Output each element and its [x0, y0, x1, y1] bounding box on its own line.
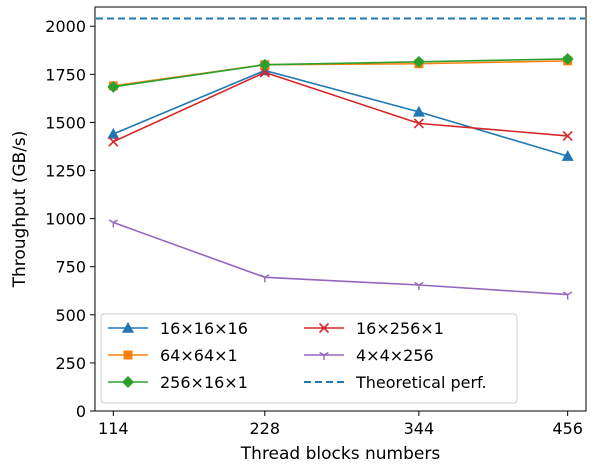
series-3-point-3-b: [562, 291, 569, 296]
series-3-point-3-c: [567, 291, 573, 296]
ticks-layer: 114 228 344 456 0 250 500 750 1000 1250 1500 1750 20…: [45, 17, 583, 438]
series-3-point-1-b: [260, 274, 266, 278]
legend-entry-3: 4×4×256: [304, 346, 434, 365]
legend-entry-1: 16×256×1: [304, 319, 444, 338]
series-1-point-0: [108, 136, 119, 147]
series-4-point-3: [561, 52, 574, 65]
series-3-point-1-c: [264, 274, 270, 278]
series-3-point-2-c: [418, 281, 424, 286]
x-tick-label-456: 456: [552, 419, 583, 438]
y-tick-label-250: 250: [55, 354, 86, 373]
legend-entry-5: Theoretical perf.: [304, 373, 487, 392]
legend-marker-3: [319, 351, 329, 360]
y-tick-label-1500: 1500: [45, 113, 86, 132]
y-tick-label-500: 500: [55, 306, 86, 325]
series-3-point-0-b: [108, 219, 114, 224]
legend-label-1: 16×256×1: [356, 319, 444, 338]
series-0-point-3: [561, 150, 574, 161]
x-tick-label-114: 114: [98, 419, 129, 438]
series-0-point-2: [412, 105, 425, 117]
x-axis-label: Thread blocks numbers: [240, 444, 441, 464]
plot-frame: [94, 6, 587, 412]
legend-label-2: 64×64×1: [160, 346, 238, 365]
series-3-point-1: [260, 274, 270, 283]
legend-marker-1-b: [318, 322, 330, 334]
series-3-point-0: [108, 219, 119, 228]
legend-marker-2: [123, 350, 133, 360]
series-1: [108, 67, 573, 147]
series-3-point-3: [562, 291, 573, 300]
legend-marker-4: [122, 376, 134, 388]
legend-label-3: 4×4×256: [356, 346, 434, 365]
y-tick-label-2000: 2000: [45, 17, 86, 36]
series-layer: [107, 52, 574, 300]
series-1-point-3-b: [562, 130, 573, 141]
y-tick-label-1750: 1750: [45, 65, 86, 84]
series-1-point-2: [413, 118, 424, 129]
y-tick-label-1250: 1250: [45, 162, 86, 181]
series-1-point-2-b: [413, 118, 424, 129]
series-line-1: [113, 71, 568, 143]
legend-entry-4: 256×16×1: [108, 373, 248, 392]
series-1-point-1: [259, 67, 270, 78]
legend-marker-0: [122, 322, 134, 333]
series-4: [107, 52, 574, 93]
legend-marker-3-c: [323, 351, 329, 356]
legend-marker-3-b: [319, 351, 325, 356]
y-axis-label: Throughput (GB/s): [10, 131, 30, 289]
legend-label-5: Theoretical perf.: [355, 373, 487, 392]
series-3-point-2: [414, 281, 424, 290]
y-tick-label-1000: 1000: [45, 210, 86, 229]
legend-entry-0: 16×16×16: [108, 319, 248, 338]
legend-label-4: 256×16×1: [160, 373, 248, 392]
x-tick-label-228: 228: [250, 419, 281, 438]
series-1-point-3: [562, 130, 573, 141]
series-line-0: [113, 69, 568, 157]
series-4-point-0: [107, 80, 120, 93]
series-3-point-0-c: [112, 219, 119, 224]
legend-marker-1: [318, 322, 330, 334]
legend-box: [100, 313, 518, 404]
series-3: [108, 219, 573, 300]
x-tick-label-344: 344: [404, 419, 435, 438]
y-tick-label-750: 750: [55, 258, 86, 277]
series-line-3: [113, 221, 568, 296]
series-0-point-0: [107, 127, 120, 139]
y-tick-label-0: 0: [76, 402, 86, 421]
legend: 16×16×16 16×256×1 64×64×1 4×4×256 256×16×1 Th…: [100, 313, 518, 404]
series-4-point-2: [412, 55, 425, 68]
series-1-point-0-b: [108, 136, 119, 147]
series-1-point-1-b: [259, 67, 270, 78]
legend-label-0: 16×16×16: [160, 319, 248, 338]
legend-entry-2: 64×64×1: [108, 346, 238, 365]
series-4-point-1: [258, 58, 271, 71]
series-line-4: [113, 58, 568, 88]
series-3-point-2-b: [414, 281, 420, 286]
